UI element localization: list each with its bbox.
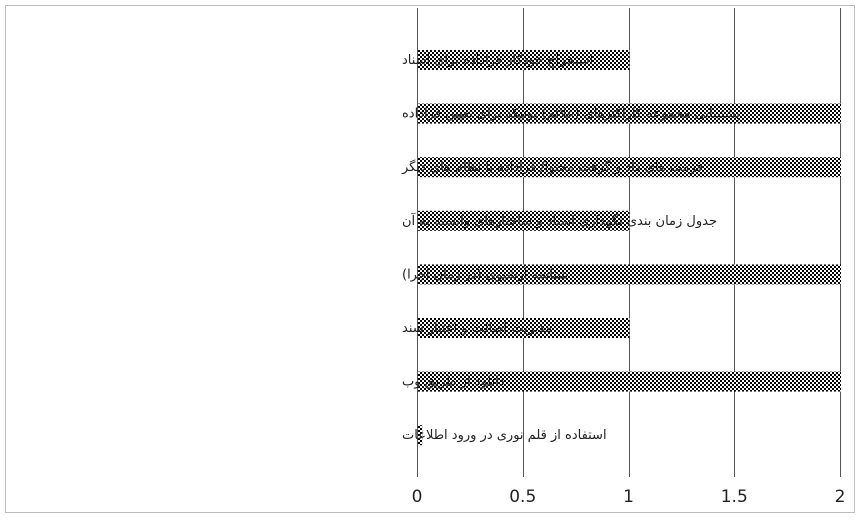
x-tick-label: 0.5 <box>509 487 536 507</box>
bar <box>418 264 841 285</box>
bar <box>418 103 841 124</box>
category-label: جدول زمان بندی نگهداری اسناد و ساختارهای… <box>402 212 717 229</box>
x-tick-label: 1.5 <box>721 487 748 507</box>
category-label: فرمت های داد و گرفت محتوا/ فراداده با نظ… <box>401 159 703 175</box>
category-labels: استخراج خودکار فراداده برای اسناد پشتیبان… <box>401 53 740 443</box>
x-tick-labels: 0 0.5 1 1.5 2 <box>412 487 846 507</box>
category-label: پشتیبانی مجموعه کاراکترهای (علائم) یونیک… <box>402 107 740 122</box>
category-label: دانلود از طریق وب <box>402 375 505 390</box>
x-tick-label: 2 <box>835 487 846 507</box>
bar <box>418 210 630 231</box>
category-label: استفاده از قلم نوری در ورود اطلاعات <box>402 428 607 443</box>
category-label: مدیریت اصالت و اعتبار سند <box>402 321 552 336</box>
bar <box>418 157 841 178</box>
bar <box>418 371 841 392</box>
x-tick-label: 1 <box>623 487 634 507</box>
bar <box>418 425 423 446</box>
gridlines <box>417 8 841 477</box>
x-tick-label: 0 <box>412 487 423 507</box>
category-label: استخراج خودکار فراداده برای اسناد <box>402 53 593 68</box>
category-label: شناسه آرشیوی (در زمان اجرا) <box>402 265 568 282</box>
bars <box>418 50 841 446</box>
bar <box>418 50 630 70</box>
chart-frame <box>5 5 855 513</box>
bar <box>418 318 630 338</box>
